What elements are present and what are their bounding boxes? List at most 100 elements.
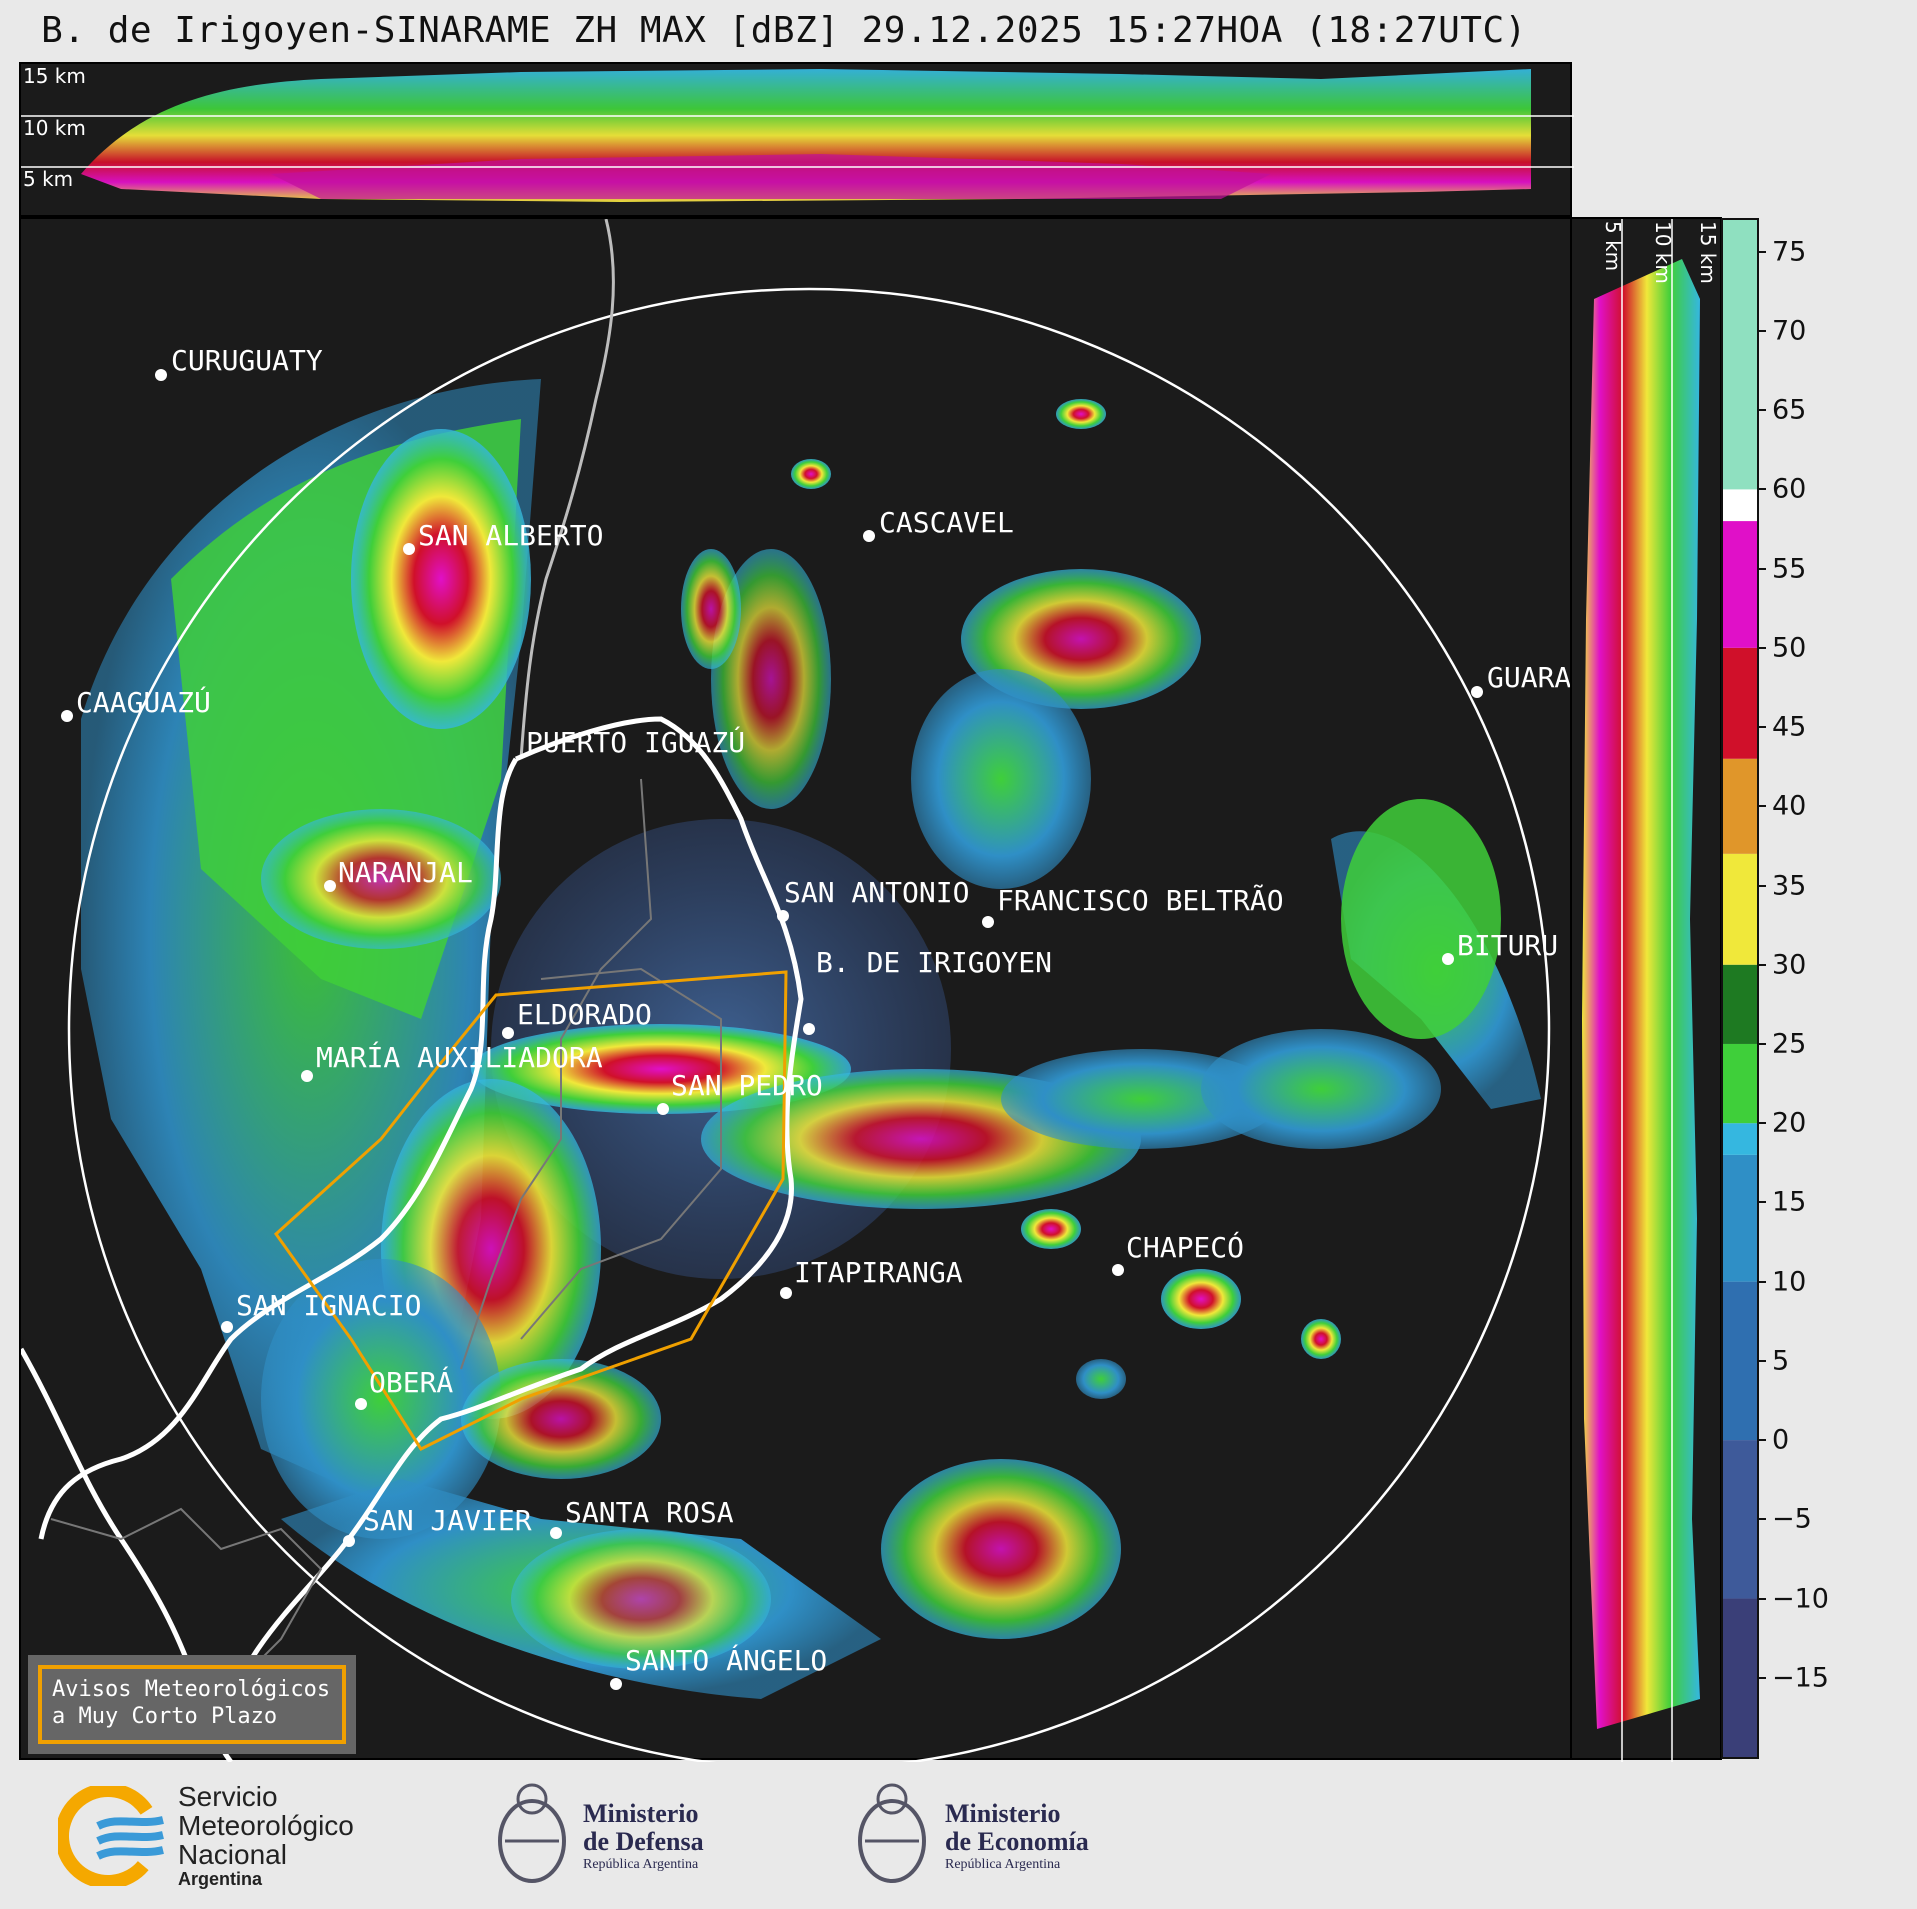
colorbar-tick-mark bbox=[1757, 884, 1766, 887]
city-label-bituru: BITURU bbox=[1457, 929, 1559, 962]
colorbar-tick-mark bbox=[1757, 1359, 1766, 1362]
colorbar-tick-mark bbox=[1757, 1122, 1766, 1125]
colorbar bbox=[1721, 218, 1759, 1759]
city-label-san-alberto: SAN ALBERTO bbox=[418, 519, 604, 552]
colorbar-tick-mark bbox=[1757, 1042, 1766, 1045]
colorbar-tick-label: 55 bbox=[1772, 553, 1807, 585]
colorbar-tick-mark bbox=[1757, 567, 1766, 570]
city-label-caaguazu: CAAGUAZÚ bbox=[76, 686, 211, 719]
side-cross-section-echo bbox=[1582, 219, 1700, 1762]
colorbar-band bbox=[1723, 220, 1757, 490]
colorbar-tick-label: −15 bbox=[1772, 1662, 1829, 1694]
colorbar-tick-mark bbox=[1757, 963, 1766, 966]
economia-line-1: Ministerio bbox=[945, 1799, 1061, 1828]
colorbar-tick-label: 40 bbox=[1772, 790, 1807, 822]
aviso-box: Avisos Meteorológicos a Muy Corto Plazo bbox=[28, 1655, 356, 1754]
radar-reflectivity-layer bbox=[21, 219, 1551, 1762]
colorbar-tick-mark bbox=[1757, 488, 1766, 491]
defensa-line-3: República Argentina bbox=[583, 1857, 699, 1872]
side-height-label-5km: 5 km bbox=[1601, 221, 1625, 272]
city-label-eldorado: ELDORADO bbox=[517, 998, 652, 1031]
colorbar-band bbox=[1723, 489, 1757, 522]
economia-line-2: de Economía bbox=[945, 1827, 1089, 1856]
colorbar-tick-label: 60 bbox=[1772, 473, 1807, 505]
colorbar-band bbox=[1723, 1154, 1757, 1282]
height-label-15km: 15 km bbox=[23, 64, 86, 88]
colorbar-tick-label: 30 bbox=[1772, 949, 1807, 981]
colorbar-band bbox=[1723, 647, 1757, 759]
city-label-guara: GUARA bbox=[1487, 661, 1572, 694]
colorbar-band bbox=[1723, 758, 1757, 854]
side-cross-section: 5 km 10 km 15 km bbox=[1570, 217, 1722, 1762]
colorbar-tick-label: 20 bbox=[1772, 1107, 1807, 1139]
colorbar-tick-label: 5 bbox=[1772, 1345, 1790, 1377]
colorbar-tick-mark bbox=[1757, 726, 1766, 729]
aviso-frame: Avisos Meteorológicos a Muy Corto Plazo bbox=[38, 1665, 346, 1744]
height-label-5km: 5 km bbox=[23, 167, 74, 191]
defensa-line-1: Ministerio bbox=[583, 1799, 699, 1828]
city-label-santo-angelo: SANTO ÁNGELO bbox=[625, 1644, 828, 1677]
aviso-line-2: a Muy Corto Plazo bbox=[52, 1704, 278, 1729]
colorbar-band bbox=[1723, 1281, 1757, 1441]
city-label-naranjal: NARANJAL bbox=[338, 856, 473, 889]
city-label-itapiranga: ITAPIRANGA bbox=[794, 1256, 963, 1289]
city-label-san-antonio: SAN ANTONIO bbox=[784, 876, 970, 909]
city-label-maria-auxiliadora: MARÍA AUXILIADORA bbox=[316, 1041, 603, 1074]
radar-map: CURUGUATY SAN ALBERTO CASCAVEL CAAGUAZÚ … bbox=[19, 217, 1572, 1762]
aviso-line-1: Avisos Meteorológicos bbox=[52, 1677, 331, 1702]
smn-logo-line-2: Meteorológico bbox=[178, 1810, 354, 1841]
side-height-label-10km: 10 km bbox=[1651, 221, 1675, 284]
city-label-cascavel: CASCAVEL bbox=[879, 506, 1014, 539]
economia-seal-icon bbox=[855, 1775, 930, 1895]
colorbar-tick-label: 70 bbox=[1772, 315, 1807, 347]
side-height-label-15km: 15 km bbox=[1696, 221, 1720, 284]
colorbar-band bbox=[1723, 1440, 1757, 1599]
city-label-curuguaty: CURUGUATY bbox=[171, 344, 323, 377]
city-label-san-javier: SAN JAVIER bbox=[363, 1504, 532, 1537]
colorbar-tick-mark bbox=[1757, 1201, 1766, 1204]
defensa-seal-icon bbox=[495, 1775, 570, 1895]
colorbar-tick-label: 65 bbox=[1772, 394, 1807, 426]
city-label-francisco-beltrao: FRANCISCO BELTRÃO bbox=[997, 884, 1284, 917]
smn-logo bbox=[58, 1786, 168, 1886]
colorbar-tick-mark bbox=[1757, 1676, 1766, 1679]
colorbar-gradient bbox=[1723, 220, 1757, 1757]
economia-line-3: República Argentina bbox=[945, 1857, 1061, 1872]
defensa-line-2: de Defensa bbox=[583, 1827, 704, 1856]
city-label-chapeco: CHAPECÓ bbox=[1126, 1231, 1245, 1264]
city-label-b-de-irigoyen: B. DE IRIGOYEN bbox=[816, 946, 1053, 979]
colorbar-tick-mark bbox=[1757, 1280, 1766, 1283]
colorbar-band bbox=[1723, 853, 1757, 965]
colorbar-tick-label: 45 bbox=[1772, 711, 1807, 743]
colorbar-band bbox=[1723, 1598, 1757, 1757]
colorbar-tick-label: −5 bbox=[1772, 1503, 1812, 1535]
city-label-puerto-iguazu: PUERTO IGUAZÚ bbox=[526, 726, 746, 759]
colorbar-tick-mark bbox=[1757, 1597, 1766, 1600]
colorbar-tick-mark bbox=[1757, 1518, 1766, 1521]
colorbar-tick-mark bbox=[1757, 646, 1766, 649]
colorbar-tick-label: 0 bbox=[1772, 1424, 1790, 1456]
colorbar-tick-label: 35 bbox=[1772, 870, 1807, 901]
colorbar-band bbox=[1723, 1043, 1757, 1124]
top-cross-section-echo bbox=[21, 69, 1574, 202]
chart-title: B. de Irigoyen-SINARAME ZH MAX [dBZ] 29.… bbox=[41, 10, 1527, 51]
city-label-obera: OBERÁ bbox=[369, 1366, 454, 1399]
colorbar-tick-label: 50 bbox=[1772, 632, 1807, 664]
colorbar-band bbox=[1723, 1123, 1757, 1155]
colorbar-tick-label: 10 bbox=[1772, 1266, 1807, 1298]
colorbar-tick-label: −10 bbox=[1772, 1583, 1829, 1615]
colorbar-band bbox=[1723, 521, 1757, 648]
smn-logo-line-1: Servicio bbox=[178, 1781, 278, 1812]
colorbar-tick-mark bbox=[1757, 409, 1766, 412]
smn-logo-line-3: Nacional bbox=[178, 1839, 287, 1870]
city-label-san-ignacio: SAN IGNACIO bbox=[236, 1289, 422, 1322]
colorbar-tick-mark bbox=[1757, 1439, 1766, 1442]
colorbar-tick-label: 15 bbox=[1772, 1186, 1807, 1218]
colorbar-tick-mark bbox=[1757, 250, 1766, 253]
height-label-10km: 10 km bbox=[23, 116, 86, 140]
city-label-santa-rosa: SANTA ROSA bbox=[565, 1496, 734, 1529]
colorbar-tick-label: 75 bbox=[1772, 236, 1807, 268]
colorbar-tick-label: 25 bbox=[1772, 1028, 1807, 1060]
colorbar-tick-mark bbox=[1757, 329, 1766, 332]
colorbar-tick-mark bbox=[1757, 805, 1766, 808]
